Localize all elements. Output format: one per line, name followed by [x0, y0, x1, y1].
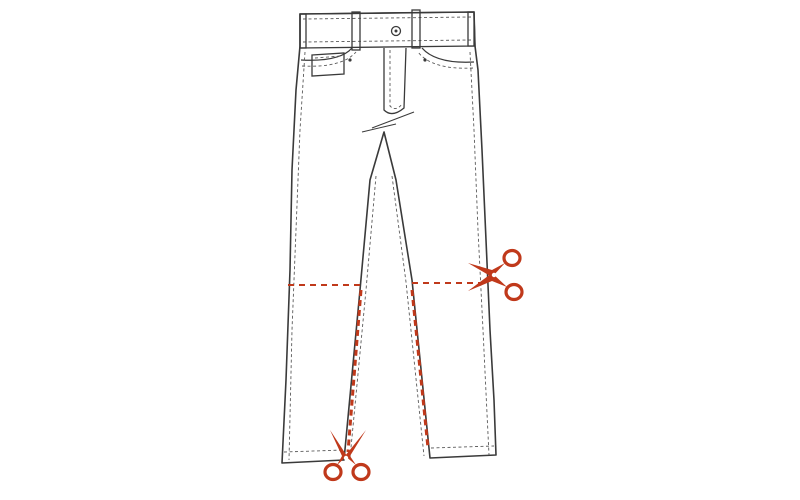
belt-loop-far-right — [467, 11, 475, 47]
belt-loop-left — [351, 11, 361, 51]
left-inseam-stitch — [349, 175, 377, 459]
jeans-sketch — [281, 9, 497, 464]
front-pocket-right — [421, 47, 475, 63]
front-pocket-left-stitch — [301, 51, 357, 67]
rivet-left — [348, 58, 352, 62]
waistband-bottom-stitch — [302, 39, 472, 43]
right-inseam-stitch — [391, 175, 425, 457]
waist-button — [390, 25, 402, 37]
fly-stitch — [389, 50, 403, 109]
waist-button-center — [394, 29, 398, 33]
inseam-left-cut-line — [346, 289, 363, 453]
scissors-icon — [323, 430, 371, 482]
crotch-tack-2 — [371, 111, 415, 129]
waistband-top-stitch — [302, 16, 472, 20]
coin-pocket-stitch — [314, 55, 342, 59]
rivet-right — [423, 58, 427, 62]
coin-pocket — [311, 52, 345, 77]
front-pocket-right-stitch — [417, 51, 474, 69]
jeans-outline — [281, 11, 497, 464]
crotch-tack — [361, 123, 397, 133]
belt-loop-right — [411, 9, 421, 49]
left-hem-stitch — [283, 449, 345, 453]
front-pocket-left — [300, 47, 353, 61]
left-outseam-stitch — [288, 51, 306, 461]
cut-marks — [288, 282, 480, 453]
belt-loop-far-left — [299, 13, 307, 49]
fly — [383, 47, 407, 115]
right-outseam-stitch — [469, 51, 490, 456]
scissors-icon — [468, 248, 524, 302]
inseam-right-cut-line — [410, 289, 430, 449]
